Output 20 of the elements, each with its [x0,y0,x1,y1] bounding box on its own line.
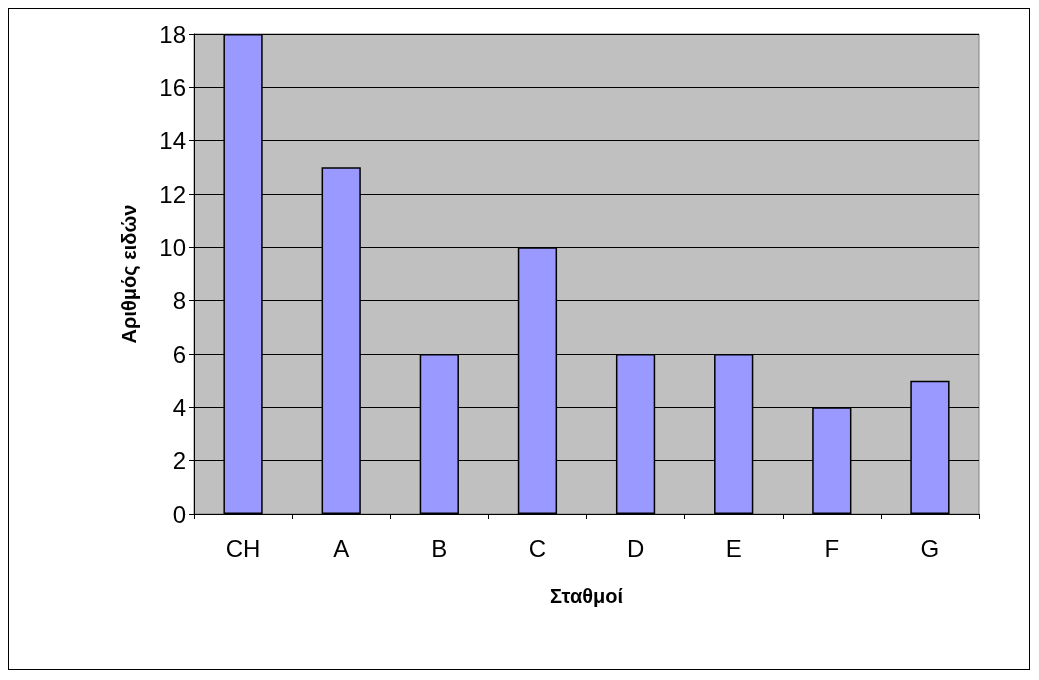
y-tick-label: 16 [159,73,186,101]
y-tick-label: 12 [159,180,186,208]
x-tick-label: E [725,534,742,562]
y-tick-label: 2 [172,447,186,475]
y-tick-label: 14 [159,127,186,155]
x-tick-label: G [920,534,940,562]
x-tick-label: A [333,534,350,562]
y-tick-label: 6 [172,340,186,368]
x-tick-label: CH [225,534,261,562]
y-tick-label: 0 [172,500,186,528]
x-axis-title: Σταθμοί [549,585,624,607]
x-tick-label: C [528,534,547,562]
y-axis-title: Αριθμός ειδών [118,204,140,344]
x-tick-label: B [431,534,448,562]
x-tick-label: F [824,534,840,562]
x-tick-label: D [626,534,645,562]
y-tick-label: 8 [172,287,186,315]
y-tick-label: 18 [159,20,186,48]
y-tick-label: 4 [172,393,186,421]
y-tick-label: 10 [159,233,186,261]
